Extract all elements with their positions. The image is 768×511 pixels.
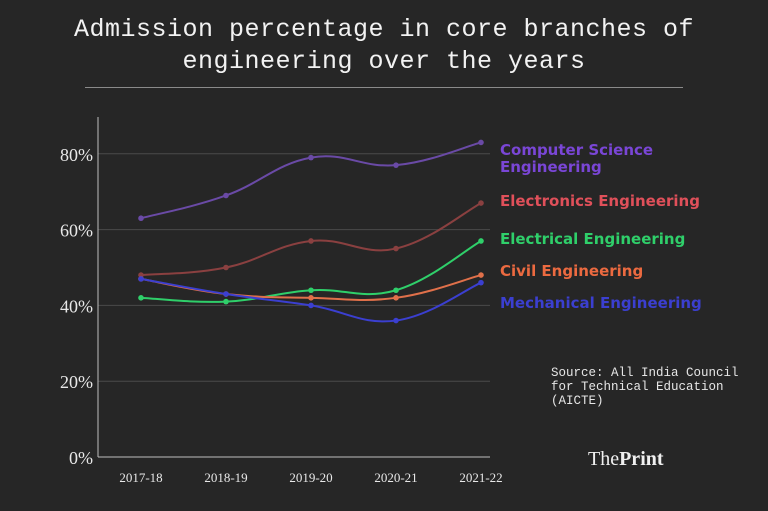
legend-item: Computer Science Engineering — [500, 142, 653, 176]
x-tick-label: 2021-22 — [459, 470, 502, 485]
legend-label: Engineering — [500, 158, 602, 176]
x-tick-label: 2019-20 — [289, 470, 332, 485]
data-point — [393, 317, 399, 324]
y-tick-label: 20% — [60, 372, 93, 392]
series-computer-science-engineering — [138, 139, 484, 222]
data-point — [308, 287, 314, 294]
chart-title-line1: Admission percentage in core branches of — [73, 15, 695, 44]
data-point — [223, 298, 229, 305]
legend-label: Civil Engineering — [500, 262, 644, 280]
data-point — [308, 302, 314, 309]
y-tick-label: 60% — [60, 221, 93, 241]
y-tick-label: 80% — [60, 145, 93, 165]
series-electrical-engineering — [138, 238, 484, 305]
data-point — [478, 139, 484, 146]
data-point — [308, 154, 314, 161]
x-tick-labels: 2017-18 2018-19 2019-20 2020-21 2021-22 — [119, 470, 502, 485]
data-point — [393, 287, 399, 294]
brand-logo: ThePrint — [588, 448, 664, 471]
data-point — [393, 245, 399, 252]
chart-title: Admission percentage in core branches of… — [0, 14, 768, 78]
x-tick-label: 2017-18 — [119, 470, 162, 485]
data-point — [308, 295, 314, 301]
data-point — [478, 200, 484, 206]
data-point — [223, 192, 229, 199]
title-divider — [85, 87, 683, 88]
legend-item: Civil Engineering — [500, 263, 643, 280]
series-electronics-engineering — [138, 200, 484, 278]
data-point — [308, 238, 314, 244]
data-point — [478, 279, 484, 286]
data-point — [138, 276, 144, 282]
data-point — [223, 291, 229, 297]
legend-label: Mechanical Engineering — [500, 294, 702, 312]
data-point — [138, 295, 144, 301]
data-point — [223, 264, 229, 271]
brand-print: Print — [619, 448, 664, 470]
legend-item: Mechanical Engineering — [500, 295, 702, 312]
axes — [97, 117, 490, 458]
y-tick-labels: 0% 20% 40% 60% 80% — [60, 145, 93, 468]
legend-label: Electrical Engineering — [500, 230, 686, 248]
brand-the: The — [588, 448, 620, 470]
legend-label: Computer Science — [500, 141, 654, 159]
series-civil-engineering — [138, 272, 484, 302]
legend-item: Electrical Engineering — [500, 231, 685, 248]
series-mechanical-engineering — [138, 276, 484, 324]
data-point — [393, 162, 399, 168]
source-note: Source: All India Council for Technical … — [551, 366, 739, 408]
data-point — [478, 272, 484, 278]
y-tick-label: 0% — [69, 448, 93, 468]
x-tick-label: 2020-21 — [374, 470, 417, 485]
legend-label: Electronics Engineering — [500, 192, 700, 210]
chart-title-line2: engineering over the years — [182, 47, 586, 76]
legend-item: Electronics Engineering — [500, 193, 700, 210]
x-tick-label: 2018-19 — [204, 470, 247, 485]
data-point — [478, 238, 484, 244]
data-point — [393, 295, 399, 301]
data-point — [138, 215, 144, 222]
gridlines — [98, 153, 490, 382]
y-tick-label: 40% — [60, 296, 93, 316]
series-lines — [138, 139, 484, 324]
